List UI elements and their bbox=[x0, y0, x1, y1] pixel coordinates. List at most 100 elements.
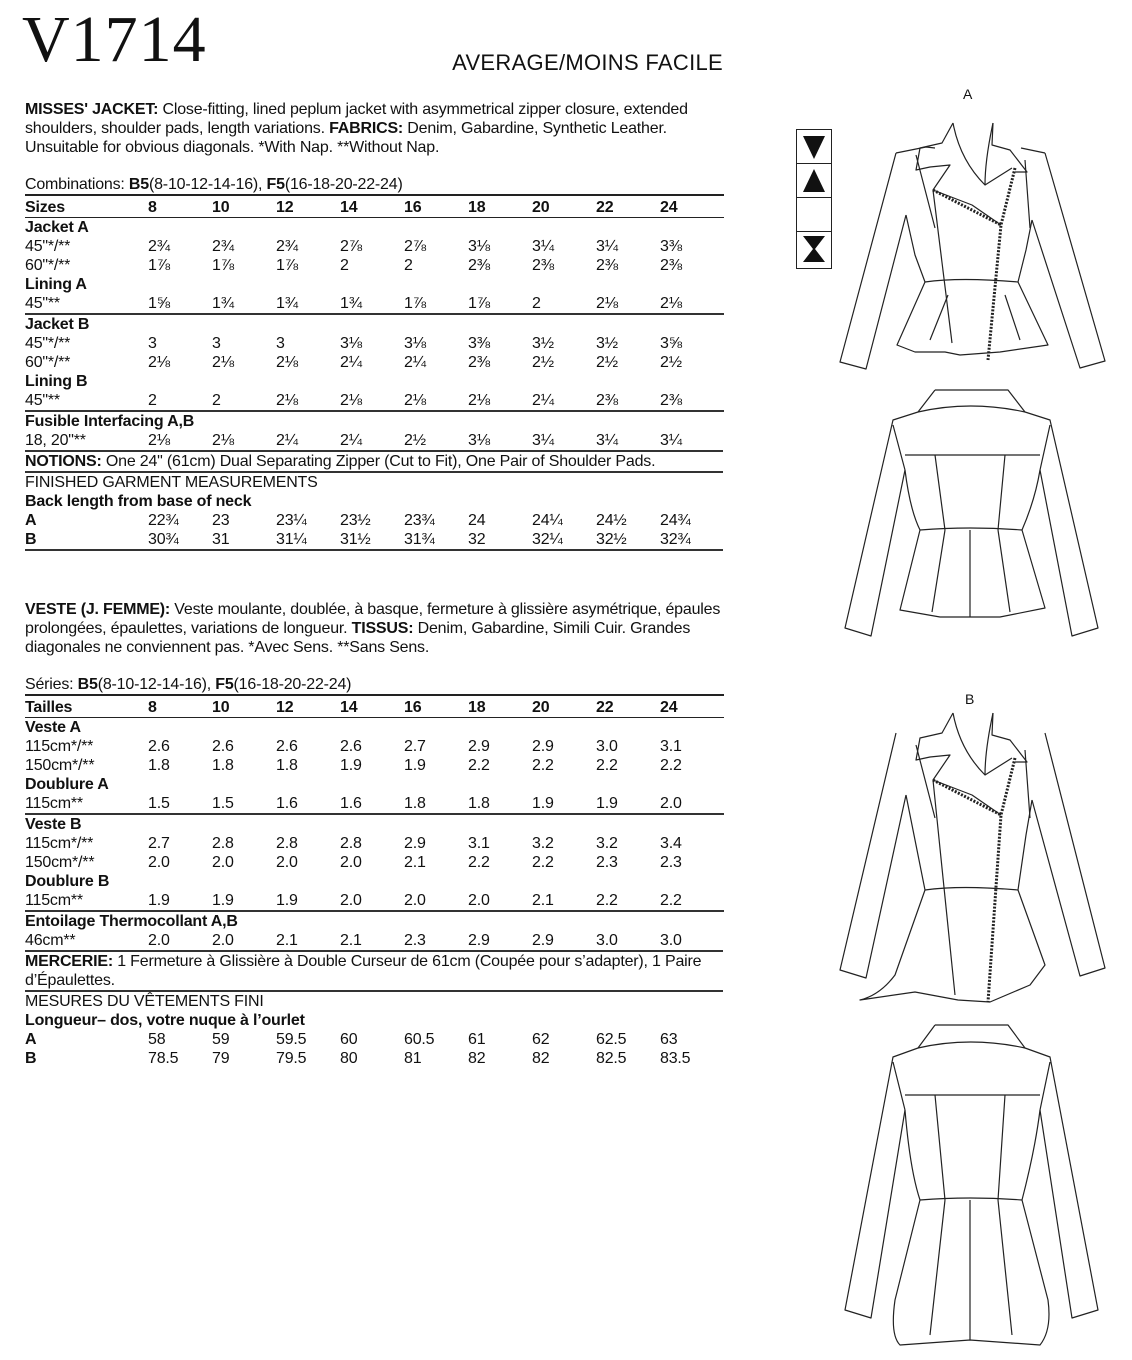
yardage-value: 3⅛ bbox=[404, 335, 426, 352]
yardage-value: 1.9 bbox=[596, 795, 618, 812]
table-row: 18, 20"** 2⅛ 2⅛ 2¼ 2¼ 2½ 3⅛ 3¼ 3¼ 3¼ bbox=[25, 431, 724, 450]
yardage-value: 1¾ bbox=[276, 295, 298, 312]
yardage-table: Tailles 8 10 12 14 16 18 20 22 24 Veste A 115cm*/**… bbox=[25, 694, 724, 950]
jacket-illustrations bbox=[839, 122, 1106, 1346]
yardage-value: 3⅛ bbox=[468, 238, 490, 255]
yardage-value: 2⅛ bbox=[148, 432, 170, 449]
blank-symbol bbox=[797, 198, 831, 232]
length-value: 60 bbox=[340, 1031, 358, 1048]
fabric-width-label: 115cm*/** bbox=[25, 835, 94, 852]
yardage-value: 1.9 bbox=[212, 892, 234, 909]
view-label: A bbox=[25, 1031, 37, 1048]
yardage-value: 2⅞ bbox=[404, 238, 426, 255]
yardage-value: 2.0 bbox=[212, 854, 234, 871]
table-row: 60"*/** 2⅛ 2⅛ 2⅛ 2¼ 2¼ 2⅜ 2½ 2½ 2½ bbox=[25, 353, 724, 372]
yardage-value: 3.2 bbox=[532, 835, 554, 852]
yardage-value: 2¾ bbox=[276, 238, 298, 255]
table-group-row: Doublure B bbox=[25, 872, 724, 891]
table-row: 115cm** 1.5 1.5 1.6 1.6 1.8 1.8 1.9 1.9 2.0 bbox=[25, 794, 724, 814]
length-value: 81 bbox=[404, 1050, 422, 1067]
yardage-value: 2.0 bbox=[148, 854, 170, 871]
yardage-value: 2 bbox=[340, 257, 349, 274]
yardage-table-body: Sizes 8 10 12 14 16 18 20 22 24 Jacket A 45"*/** 2¾ 2… bbox=[25, 194, 724, 450]
yardage-value: 1.9 bbox=[340, 757, 362, 774]
size-header: 18 bbox=[468, 194, 532, 218]
length-value: 23 bbox=[212, 512, 230, 529]
yardage-value: 3⅝ bbox=[660, 335, 682, 352]
yardage-value: 1.8 bbox=[212, 757, 234, 774]
yardage-table-body: Tailles 8 10 12 14 16 18 20 22 24 Veste A 115cm*/**… bbox=[25, 694, 724, 950]
view-label: A bbox=[25, 512, 37, 529]
table-header-row: Tailles 8 10 12 14 16 18 20 22 24 bbox=[25, 694, 724, 718]
fabric-width-label: 115cm** bbox=[25, 795, 83, 812]
yardage-value: 2.9 bbox=[532, 932, 554, 949]
finished-measurements-body: A 22¾ 23 23¼ 23½ 23¾ 24 24¼ 24½ 24¾ B 30¾ 31 31¼ 31½ 31… bbox=[25, 511, 724, 549]
view-label: B bbox=[25, 1050, 37, 1067]
fabric-width-label: 46cm** bbox=[25, 932, 76, 949]
length-value: 59 bbox=[212, 1031, 230, 1048]
length-value: 24 bbox=[468, 512, 486, 529]
yardage-value: 2½ bbox=[596, 354, 618, 371]
length-value: 31½ bbox=[340, 531, 371, 548]
length-value: 79 bbox=[212, 1050, 230, 1067]
description-lead: VESTE (J. FEMME): bbox=[25, 601, 171, 618]
yardage-value: 1.9 bbox=[404, 757, 426, 774]
yardage-value: 2⅜ bbox=[468, 257, 490, 274]
divider bbox=[25, 549, 723, 551]
garment-description: VESTE (J. FEMME): Veste moulante, doublé… bbox=[25, 600, 723, 657]
yardage-value: 2 bbox=[532, 295, 541, 312]
yardage-value: 2¼ bbox=[404, 354, 426, 371]
yardage-value: 2.1 bbox=[276, 932, 298, 949]
yardage-value: 2.7 bbox=[404, 738, 426, 755]
size-header: 8 bbox=[148, 694, 212, 718]
yardage-value: 2.0 bbox=[212, 932, 234, 949]
length-value: 82 bbox=[532, 1050, 550, 1067]
yardage-value: 2⅛ bbox=[212, 432, 234, 449]
yardage-value: 2.9 bbox=[468, 738, 490, 755]
yardage-value: 1¾ bbox=[340, 295, 362, 312]
combination-range: (16-18-20-22-24) bbox=[233, 676, 352, 693]
yardage-value: 2.0 bbox=[148, 932, 170, 949]
fabric-width-label: 60"*/** bbox=[25, 354, 71, 371]
table-group-row: Lining A bbox=[25, 275, 724, 294]
table-group-row: Lining B bbox=[25, 372, 724, 391]
size-header: 12 bbox=[276, 694, 340, 718]
yardage-value: 2⅛ bbox=[404, 392, 426, 409]
yardage-value: 2¼ bbox=[340, 432, 362, 449]
group-title: Jacket A bbox=[25, 219, 89, 236]
length-value: 24¾ bbox=[660, 512, 691, 529]
yardage-value: 2¼ bbox=[340, 354, 362, 371]
yardage-value: 2.9 bbox=[404, 835, 426, 852]
notions-label: NOTIONS: bbox=[25, 453, 102, 470]
length-value: 82.5 bbox=[596, 1050, 627, 1067]
yardage-value: 3¼ bbox=[532, 238, 554, 255]
table-group-row: Jacket A bbox=[25, 218, 724, 238]
fabric-width-label: 45"** bbox=[25, 392, 60, 409]
combination-code: B5 bbox=[77, 676, 98, 693]
length-value: 24¼ bbox=[532, 512, 563, 529]
fabric-width-label: 45"*/** bbox=[25, 335, 71, 352]
yardage-value: 1⅞ bbox=[212, 257, 234, 274]
yardage-value: 2.2 bbox=[596, 757, 618, 774]
view-b-label: B bbox=[965, 691, 975, 707]
fabric-width-label: 45"*/** bbox=[25, 238, 71, 255]
yardage-value: 2 bbox=[212, 392, 221, 409]
yardage-value: 2 bbox=[148, 392, 157, 409]
yardage-value: 1.5 bbox=[212, 795, 234, 812]
length-value: 82 bbox=[468, 1050, 486, 1067]
yardage-value: 1.9 bbox=[276, 892, 298, 909]
yardage-value: 2 bbox=[404, 257, 413, 274]
group-title: Veste B bbox=[25, 813, 724, 834]
yardage-value: 2.3 bbox=[596, 854, 618, 871]
length-value: 59.5 bbox=[276, 1031, 307, 1048]
length-value: 80 bbox=[340, 1050, 358, 1067]
table-row: 115cm*/** 2.7 2.8 2.8 2.8 2.9 3.1 3.2 3.2 3.4 bbox=[25, 834, 724, 853]
yardage-value: 2.0 bbox=[468, 892, 490, 909]
fabric-width-label: 45"** bbox=[25, 295, 60, 312]
length-value: 23¾ bbox=[404, 512, 435, 529]
combinations: Combinations: B5(8-10-12-14-16), F5(16-1… bbox=[25, 175, 723, 194]
table-group-row: Doublure A bbox=[25, 775, 724, 794]
yardage-value: 2⅛ bbox=[596, 295, 618, 312]
notions-label: MERCERIE: bbox=[25, 953, 113, 970]
description-lead: MISSES' JACKET: bbox=[25, 101, 159, 118]
